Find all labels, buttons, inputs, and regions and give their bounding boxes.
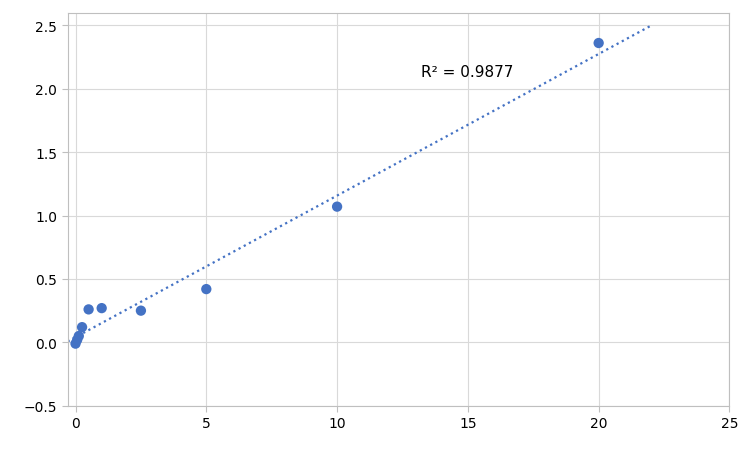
Point [593,40,605,47]
Point [331,203,343,211]
Point [69,340,81,347]
Point [71,336,83,344]
Point [83,306,95,313]
Text: R² = 0.9877: R² = 0.9877 [421,65,513,80]
Point [200,286,212,293]
Point [135,308,147,315]
Point [76,324,88,331]
Point [96,305,108,312]
Point [73,333,85,340]
